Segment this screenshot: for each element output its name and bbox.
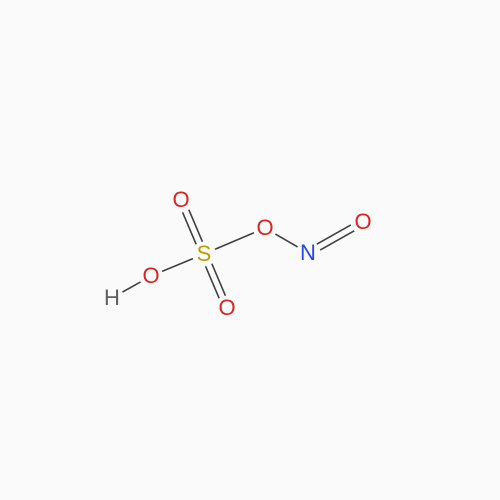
atom-oxygen-3: O	[218, 297, 235, 319]
atom-oxygen-1: O	[142, 265, 159, 287]
atom-nitrogen: N	[300, 242, 316, 264]
molecule-canvas: H O S O O O N O	[0, 0, 500, 500]
atom-oxygen-5: O	[354, 211, 371, 233]
atom-oxygen-4: O	[256, 217, 273, 239]
atom-sulfur: S	[197, 243, 212, 265]
atom-oxygen-2: O	[172, 189, 189, 211]
bond-layer	[0, 0, 500, 500]
atom-hydrogen: H	[104, 287, 120, 309]
